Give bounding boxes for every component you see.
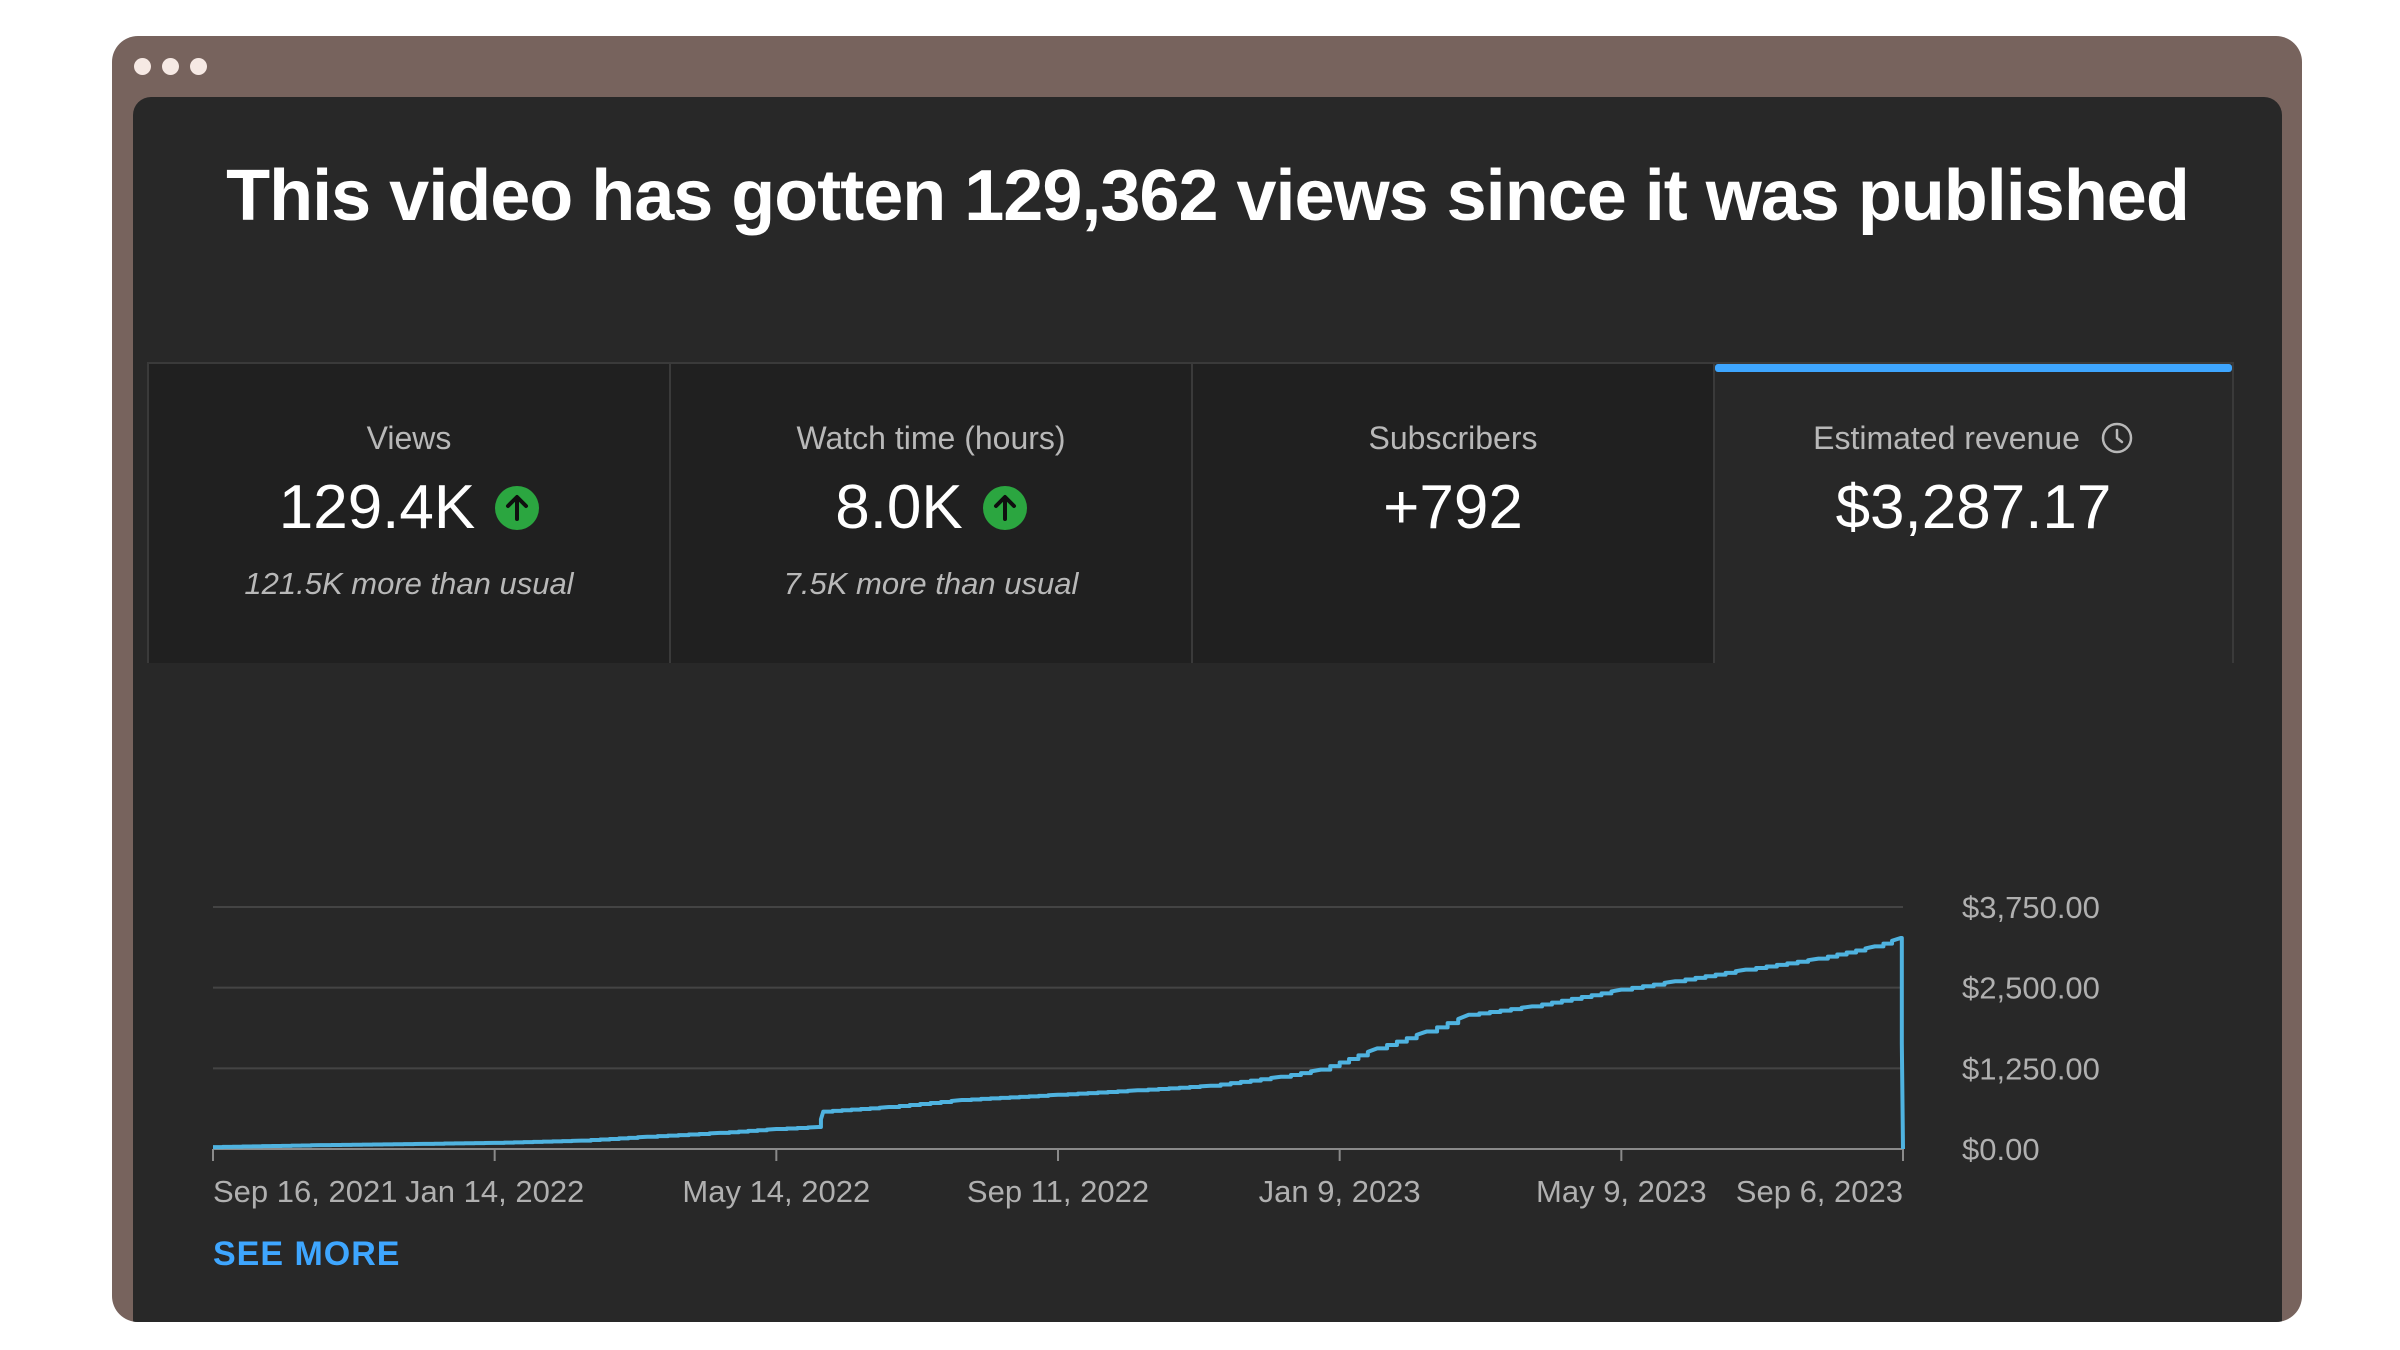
- metric-tabs: Views 129.4K 121.5K more than usual Watc…: [147, 362, 2234, 663]
- metric-value: $3,287.17: [1835, 473, 2112, 542]
- metric-label: Subscribers: [1368, 420, 1538, 456]
- x-tick-label: Sep 16, 2021: [213, 1174, 397, 1209]
- y-tick-label: $3,750.00: [1962, 890, 2100, 925]
- metric-label-text: Estimated revenue: [1813, 420, 2080, 456]
- tab-views[interactable]: Views 129.4K 121.5K more than usual: [149, 364, 671, 663]
- arrow-up-circle-icon: [982, 485, 1027, 530]
- x-tick-label: Jan 9, 2023: [1259, 1174, 1421, 1209]
- metric-comparison: 121.5K more than usual: [244, 566, 574, 601]
- clock-icon[interactable]: [2100, 421, 2134, 455]
- metric-label: Views: [366, 420, 452, 456]
- arrow-up-circle-icon: [495, 485, 540, 530]
- y-tick-label: $1,250.00: [1962, 1051, 2100, 1086]
- metric-value: 8.0K: [835, 473, 963, 542]
- selected-tab-indicator: [1715, 364, 2232, 372]
- see-more-link[interactable]: SEE MORE: [213, 1235, 401, 1273]
- x-tick-label: Sep 6, 2023: [1736, 1174, 1903, 1209]
- y-tick-label: $0.00: [1962, 1132, 2040, 1167]
- tab-watch-time[interactable]: Watch time (hours) 8.0K 7.5K more than u…: [671, 364, 1193, 663]
- metric-label: Estimated revenue: [1715, 420, 2232, 457]
- x-tick-label: May 14, 2022: [682, 1174, 870, 1209]
- tab-estimated-revenue[interactable]: Estimated revenue $3,287.17: [1715, 364, 2232, 663]
- y-tick-label: $2,500.00: [1962, 971, 2100, 1006]
- revenue-line-chart: $3,750.00 $2,500.00 $1,250.00 $0.00 Sep 16, …: [212, 890, 2100, 1209]
- window-dot-icon: [162, 58, 179, 75]
- x-tick-label: Sep 11, 2022: [967, 1174, 1149, 1209]
- metric-value: 129.4K: [278, 473, 476, 542]
- browser-window: This video has gotten 129,362 views sinc…: [112, 36, 2302, 1322]
- revenue-series-line: [213, 935, 1905, 1150]
- metric-label: Watch time (hours): [796, 420, 1066, 456]
- tab-subscribers[interactable]: Subscribers +792: [1193, 364, 1715, 663]
- window-dot-icon: [134, 58, 151, 75]
- metric-comparison: 7.5K more than usual: [783, 566, 1079, 601]
- x-tick-label: Jan 14, 2022: [405, 1174, 584, 1209]
- metric-value: +792: [1383, 473, 1523, 542]
- window-dot-icon: [190, 58, 207, 75]
- headline: This video has gotten 129,362 views sinc…: [226, 156, 2190, 236]
- analytics-panel: This video has gotten 129,362 views sinc…: [133, 97, 2282, 1322]
- x-tick-label: May 9, 2023: [1536, 1174, 1707, 1209]
